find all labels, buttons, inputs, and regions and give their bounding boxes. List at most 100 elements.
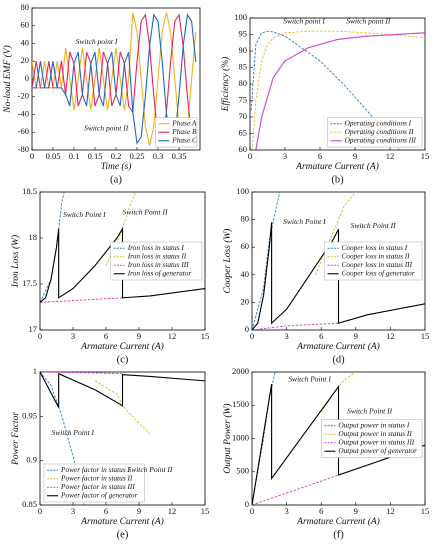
- x-tick-label: 0.05: [46, 151, 61, 161]
- x-tick-label: 9: [137, 506, 141, 516]
- legend-label: Iron loss of generator: [127, 268, 192, 277]
- series-line: [252, 222, 425, 330]
- y-tick-label: 75: [239, 94, 248, 104]
- x-tick-label: 3: [284, 506, 288, 516]
- y-tick-label: 0: [25, 73, 29, 83]
- legend-label: Phase C: [171, 135, 197, 144]
- series-line: [252, 383, 425, 505]
- series-line: [40, 297, 123, 303]
- x-tick-label: 0.2: [111, 151, 122, 161]
- x-tick-label: 12: [386, 331, 395, 341]
- x-tick-label: 0.25: [130, 151, 145, 161]
- x-tick-label: 12: [386, 151, 395, 161]
- series-line: [40, 372, 205, 408]
- y-tick-label: 17: [29, 324, 38, 334]
- legend-label: Operating conditions I: [345, 118, 412, 127]
- y-tick-label: 2000: [232, 366, 249, 376]
- y-tick-label: 80: [241, 214, 250, 224]
- series-line: [320, 372, 357, 413]
- annotation: Switch Point I: [283, 217, 326, 226]
- y-axis-label: Power Factor: [11, 412, 21, 466]
- legend-label: Power factor of generator: [60, 490, 138, 499]
- y-axis-label: Iron Loss (W): [10, 235, 21, 288]
- annotation: Switch point II: [84, 123, 129, 132]
- panel: 0 20 40 60 80 100 0 3 6 9 12 15 Armature Current (A)…: [222, 186, 429, 365]
- x-tick-label: 15: [421, 506, 430, 516]
- y-tick-label: 100: [234, 12, 247, 22]
- legend-box: [324, 241, 423, 281]
- legend-label: Power factor in status II: [60, 473, 133, 482]
- legend-label: Operating conditions III: [345, 135, 417, 144]
- y-tick-label: -80: [18, 144, 29, 154]
- x-axis-label: Armature Current (A): [295, 161, 379, 172]
- x-tick-label: 0: [30, 151, 34, 161]
- y-tick-label: 70: [239, 111, 248, 121]
- y-axis-label: Efficiency (%): [220, 57, 231, 113]
- y-tick-label: -40: [18, 108, 29, 118]
- x-tick-label: 15: [201, 331, 210, 341]
- y-tick-label: 1000: [232, 432, 249, 442]
- x-axis-label: Armature Current (A): [296, 341, 380, 352]
- x-tick-label: 6: [104, 506, 108, 516]
- series-line: [40, 226, 205, 303]
- series-line: [252, 474, 339, 505]
- x-tick-label: 0: [250, 506, 254, 516]
- x-axis-label: Armature Current (A): [296, 516, 380, 527]
- y-tick-label: -20: [18, 91, 29, 101]
- y-tick-label: 60: [239, 144, 248, 154]
- x-tick-label: 3: [284, 331, 288, 341]
- panel: 0 500 1000 1500 2000 0 3 6 9 12 15 Armature Current…: [222, 366, 429, 540]
- x-tick-label: 0.3: [153, 151, 164, 161]
- y-tick-label: 0.85: [22, 499, 37, 509]
- x-tick-label: 12: [386, 506, 395, 516]
- x-tick-label: 3: [71, 506, 75, 516]
- x-tick-label: 0: [250, 331, 254, 341]
- x-tick-label: 9: [353, 151, 357, 161]
- legend-label: Power factor in status III: [60, 482, 135, 491]
- y-tick-label: 0: [245, 499, 249, 509]
- x-tick-label: 0: [38, 506, 42, 516]
- y-tick-label: 18: [29, 232, 38, 242]
- legend-label: Cooper loss of generator: [342, 268, 415, 277]
- y-tick-label: 20: [21, 55, 30, 65]
- x-tick-label: 15: [421, 151, 430, 161]
- y-tick-label: 60: [21, 20, 30, 30]
- annotation: Switch Point I: [52, 428, 95, 437]
- x-tick-label: 3: [71, 331, 75, 341]
- panel-label: (a): [110, 174, 122, 185]
- y-tick-label: 100: [236, 186, 249, 196]
- x-tick-label: 0.1: [69, 151, 80, 161]
- panel: 17 17.5 18 18.5 0 3 6 9 12 15 Armature Current (A)…: [10, 186, 209, 365]
- y-tick-label: 18.5: [22, 186, 37, 196]
- plot-frame: [251, 191, 426, 331]
- annotation: Switch point I: [76, 37, 118, 46]
- legend-label: Phase B: [171, 127, 197, 136]
- panel: -80 -60 -40 -20 0 20 40 60 80 0 0.05 0.1 0.15 0.2 0.25…: [2, 2, 201, 185]
- y-axis-label: Output Power (W): [222, 403, 233, 473]
- x-tick-label: 15: [421, 331, 430, 341]
- panel-label: (f): [333, 529, 344, 540]
- panel-label: (e): [117, 529, 129, 540]
- x-tick-label: 9: [137, 331, 141, 341]
- series-line: [250, 30, 400, 150]
- x-axis-label: Armature Current (A): [80, 516, 164, 527]
- legend-label: Iron loss in status I: [127, 243, 185, 252]
- panel-label: (b): [331, 174, 344, 185]
- x-tick-label: 15: [201, 506, 210, 516]
- legend-label: Output power in status I: [338, 420, 410, 429]
- legend-label: Cooper loss in status III: [342, 260, 413, 269]
- y-tick-label: 80: [239, 78, 248, 88]
- legend-box: [327, 117, 423, 148]
- x-tick-label: 0.35: [172, 151, 187, 161]
- x-axis-label: Armature Current (A): [80, 341, 164, 352]
- y-tick-label: 17.5: [22, 278, 37, 288]
- y-tick-label: 500: [236, 466, 249, 476]
- plot-frame: [39, 191, 206, 331]
- legend-label: Iron loss in status III: [127, 260, 190, 269]
- series-line: [252, 192, 281, 330]
- legend-label: Output power in status III: [338, 437, 414, 446]
- annotation: Switch Point II: [127, 465, 172, 474]
- y-axis-label: Cooper Loss (W): [222, 229, 233, 294]
- legend-label: Cooper loss in status II: [342, 251, 411, 260]
